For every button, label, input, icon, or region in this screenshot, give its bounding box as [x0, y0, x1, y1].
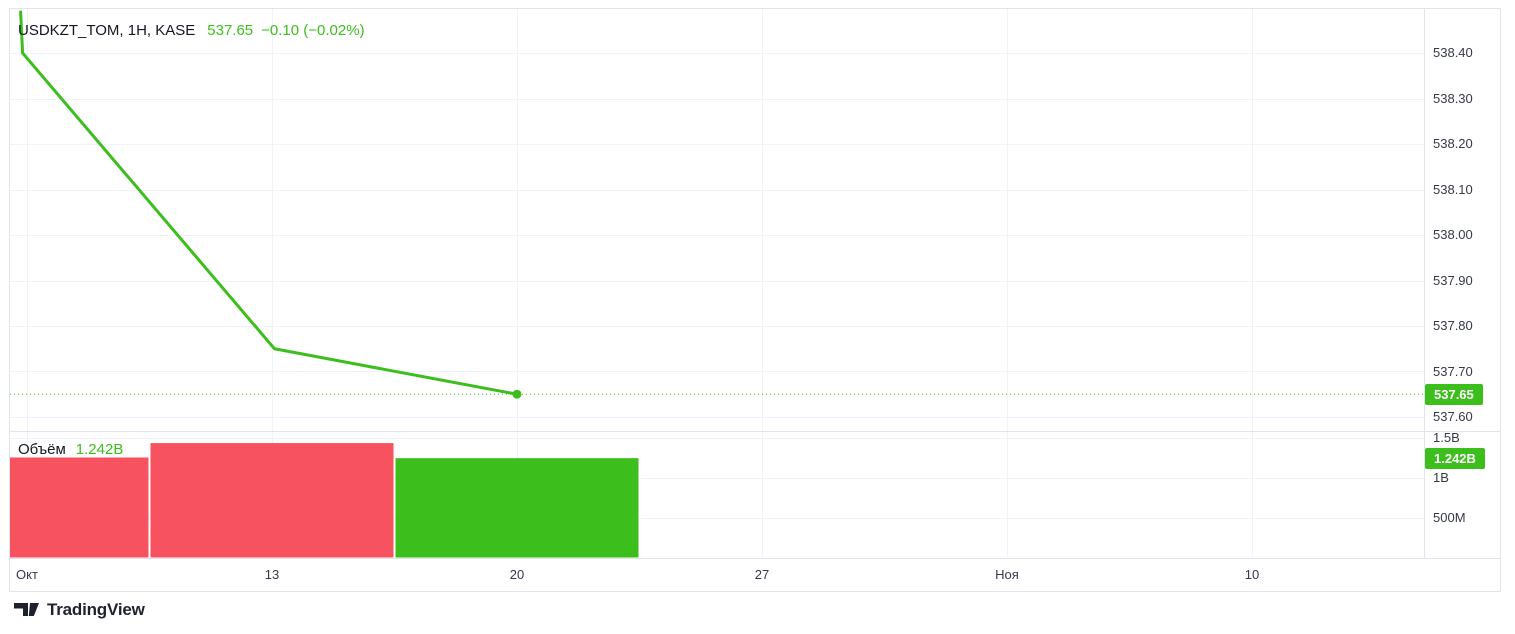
price-line-end-dot: [512, 389, 522, 399]
volume-legend: Объём 1.242B: [18, 441, 123, 458]
time-axis-label: 20: [509, 567, 525, 582]
tradingview-logo-text: TradingView: [47, 600, 145, 619]
volume-label: Объём: [18, 441, 66, 458]
volume-bar: [395, 458, 639, 558]
price-line: [19, 10, 519, 396]
price-change-value: −0.10 (−0.02%): [261, 22, 365, 39]
time-axis-label: 13: [264, 567, 280, 582]
volume-badge: 1.242B: [1425, 447, 1485, 469]
symbol-title[interactable]: USDKZT_TOM, 1H, KASE: [18, 22, 196, 39]
last-price-value: 537.65: [207, 22, 254, 39]
chart-border: [9, 8, 1501, 592]
price-axis-label: 537.90: [1433, 272, 1473, 288]
last-price-badge: 537.65: [1425, 383, 1483, 405]
price-axis[interactable]: 538.40 538.30 538.20 538.10 538.00 537.90 537.…: [1424, 8, 1515, 558]
volume-bar: [150, 443, 394, 558]
symbol-legend: USDKZT_TOM, 1H, KASE 537.65 −0.10 (−0.02%): [18, 22, 373, 39]
tradingview-logo-icon: [14, 603, 39, 616]
time-axis-label: Окт: [16, 567, 38, 582]
tradingview-attribution[interactable]: TradingView: [14, 600, 145, 620]
volume-value: 1.242B: [75, 441, 124, 458]
volume-bar: [10, 457, 149, 558]
price-axis-label: 537.80: [1433, 318, 1473, 333]
price-axis-label: 537.70: [1433, 363, 1473, 379]
price-axis-label: 538.10: [1433, 181, 1473, 197]
price-axis-label: 538.40: [1433, 45, 1473, 60]
price-axis-label: 537.60: [1433, 409, 1473, 424]
volume-axis-label: 1.5B: [1433, 429, 1460, 445]
price-axis-label: 538.00: [1433, 227, 1473, 242]
time-axis-label: 27: [754, 567, 770, 582]
price-axis-label: 538.30: [1433, 90, 1473, 106]
price-axis-label: 538.20: [1433, 136, 1473, 151]
time-axis[interactable]: Окт 13 20 27 Ноя 10: [9, 558, 1501, 592]
time-axis-label: Ноя: [995, 567, 1019, 582]
time-axis-label: 10: [1244, 567, 1260, 582]
volume-axis-label: 500M: [1433, 509, 1466, 525]
volume-axis-label: 1B: [1433, 469, 1449, 485]
